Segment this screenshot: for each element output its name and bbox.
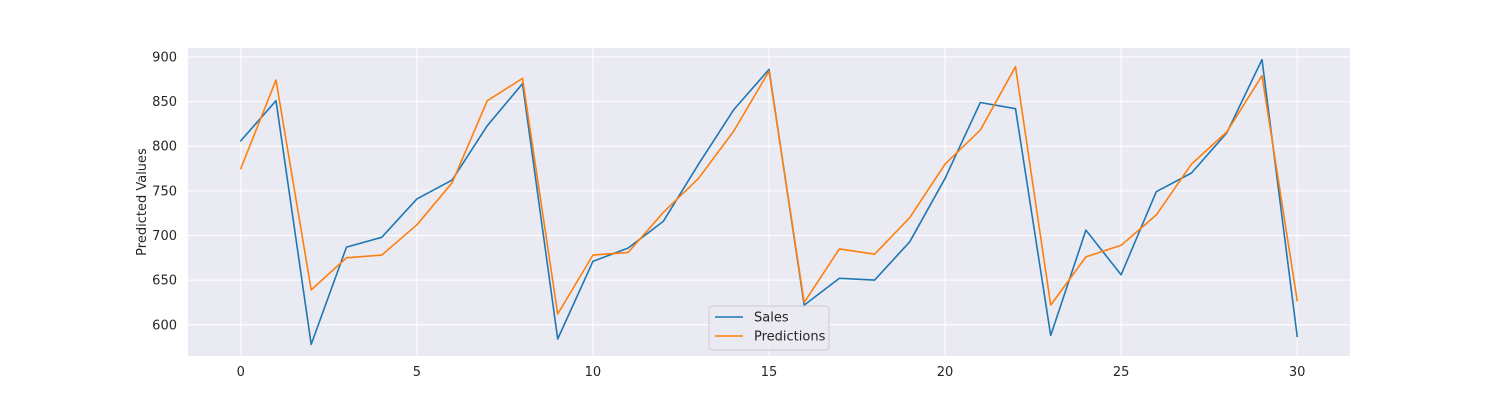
x-tick-label: 20: [937, 365, 954, 380]
x-tick-label: 0: [237, 365, 245, 380]
y-tick-label: 650: [152, 274, 177, 289]
y-tick-label: 700: [152, 229, 177, 244]
x-tick-label: 10: [585, 365, 602, 380]
y-tick-label: 750: [152, 184, 177, 199]
y-tick-label: 850: [152, 95, 177, 110]
x-tick-labels: 0 5 10 15 20 25 30: [237, 365, 1306, 380]
series-line-sales: [239, 58, 1299, 346]
x-tick-label: 5: [413, 365, 421, 380]
x-tick-label: 15: [761, 365, 778, 380]
series-line-predictions: [239, 65, 1299, 315]
legend-label: Sales: [754, 311, 789, 326]
y-axis-title: Predicted Values: [135, 148, 150, 256]
series-lines: [239, 58, 1299, 346]
x-tick-label: 25: [1113, 365, 1130, 380]
y-tick-label: 800: [152, 140, 177, 155]
legend-label: Predictions: [754, 330, 826, 345]
y-tick-labels: 600 650 700 750 800 850 900: [152, 50, 177, 333]
x-tick-label: 30: [1289, 365, 1306, 380]
y-tick-label: 900: [152, 50, 177, 65]
legend: Sales Predictions: [708, 305, 830, 351]
y-tick-label: 600: [152, 318, 177, 333]
